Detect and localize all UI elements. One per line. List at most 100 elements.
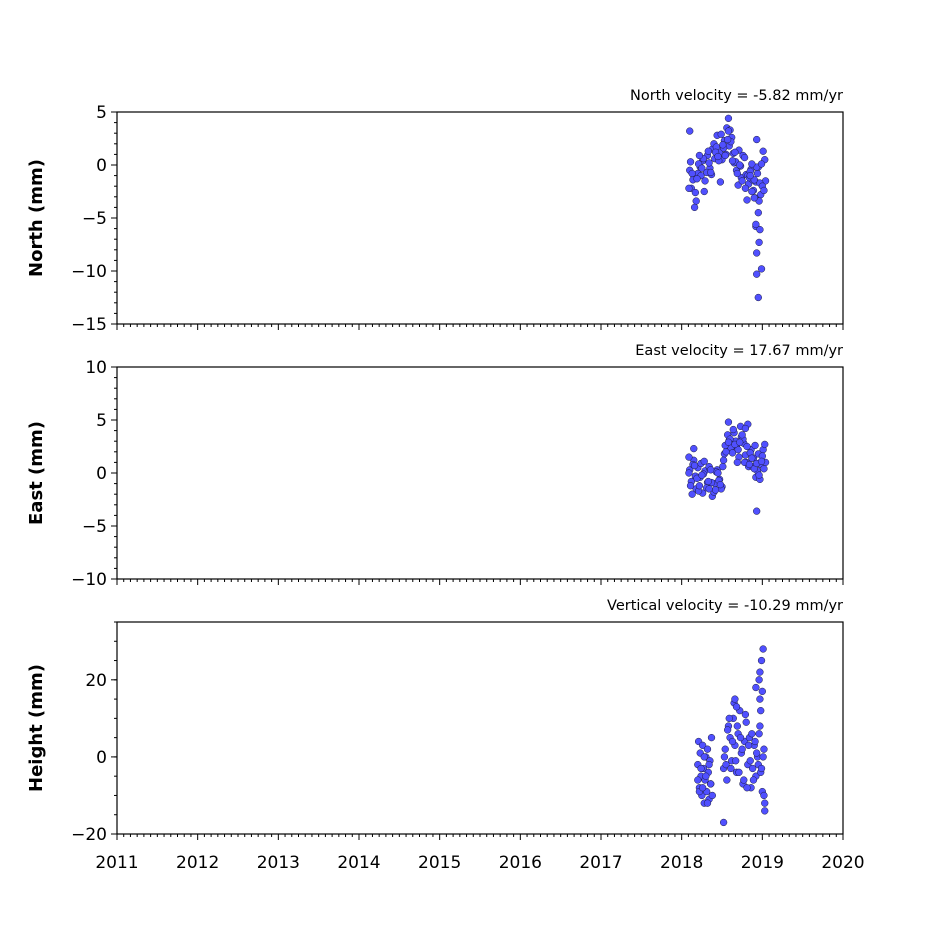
east-panel: East velocity = 17.67 mm/yr East (mm) 10… (26, 343, 844, 590)
x-tick-label: 2020 (821, 853, 864, 873)
data-point (757, 656, 766, 665)
height-panel-points (694, 645, 769, 827)
data-point (761, 807, 769, 815)
height-panel-ylabel: Height (mm) (26, 664, 47, 792)
data-point (736, 438, 744, 446)
data-point (755, 730, 763, 738)
data-point (748, 187, 756, 196)
x-tick-label: 2018 (660, 853, 703, 873)
height-panel-title: Vertical velocity = -10.29 mm/yr (607, 598, 843, 614)
data-point (719, 818, 728, 827)
y-tick-label: −10 (71, 570, 107, 590)
x-tick-label: 2016 (499, 853, 542, 873)
data-point (753, 249, 761, 257)
data-point (732, 703, 741, 711)
data-point (716, 481, 725, 489)
data-point (756, 226, 764, 234)
x-tick-label: 2013 (257, 853, 300, 873)
x-tick-label: 2011 (95, 853, 138, 873)
data-point (741, 424, 750, 433)
east-panel-ticks: 10 5 0 −5 −10 (71, 358, 844, 590)
data-point (719, 462, 727, 471)
data-point (753, 507, 761, 515)
east-panel-ylabel: East (mm) (26, 421, 47, 525)
data-point (698, 784, 707, 792)
data-point (738, 177, 746, 185)
data-point (701, 177, 709, 185)
data-point (738, 745, 746, 753)
data-point (707, 466, 715, 474)
data-point (759, 645, 767, 653)
data-point (698, 164, 706, 172)
data-point (708, 791, 716, 800)
data-point (752, 683, 760, 692)
data-point (731, 695, 739, 703)
data-point (690, 203, 699, 212)
data-point (761, 799, 769, 807)
data-point (756, 668, 764, 676)
data-point (743, 196, 751, 204)
data-point (756, 695, 764, 703)
data-point (735, 768, 743, 776)
data-point (745, 460, 754, 469)
data-point (724, 127, 733, 135)
data-point (686, 127, 694, 135)
data-point (714, 152, 722, 161)
data-point (716, 178, 725, 186)
data-point (707, 780, 715, 788)
data-point (723, 726, 732, 734)
data-point (749, 764, 757, 773)
data-point (761, 440, 769, 449)
x-tick-label: 2015 (418, 853, 461, 873)
data-point (728, 157, 737, 165)
x-tick-label: 2017 (579, 853, 622, 873)
data-point (733, 458, 741, 467)
data-point (729, 425, 737, 434)
data-point (760, 745, 768, 753)
data-point (757, 457, 766, 465)
east-panel-points (685, 418, 770, 515)
data-point (758, 687, 766, 696)
data-point (688, 169, 696, 178)
data-point (685, 469, 693, 477)
x-tick-label: 2019 (741, 853, 784, 873)
data-point (753, 169, 762, 178)
data-point (756, 722, 764, 730)
data-point (754, 293, 762, 302)
data-point (704, 147, 712, 155)
data-point (686, 158, 695, 166)
data-point (744, 741, 753, 749)
data-point (702, 772, 710, 780)
data-point (695, 482, 704, 490)
data-point (694, 776, 702, 784)
data-point (690, 444, 698, 453)
x-axis-tick-labels: 2011 2012 2013 2014 2015 2016 2017 2018 2019 2020 (95, 853, 864, 873)
x-tick-label: 2012 (176, 853, 219, 873)
north-panel-points (685, 114, 770, 302)
data-point (740, 776, 748, 784)
data-point (717, 130, 725, 138)
data-point (724, 418, 733, 426)
data-point (698, 471, 706, 479)
data-point (751, 441, 759, 450)
data-point (700, 457, 708, 465)
data-point (695, 151, 704, 160)
data-point (711, 486, 720, 494)
x-tick-label: 2014 (337, 853, 380, 873)
data-point (748, 160, 756, 168)
data-point (743, 442, 751, 451)
north-panel: North velocity = -5.82 mm/yr North (mm) … (26, 88, 844, 335)
data-point (719, 456, 728, 464)
north-panel-title: North velocity = -5.82 mm/yr (630, 88, 843, 104)
data-point (723, 135, 732, 144)
data-point (755, 238, 763, 247)
y-tick-label: 0 (96, 748, 107, 768)
data-point (731, 148, 739, 156)
east-panel-frame (116, 366, 844, 580)
north-panel-frame (116, 111, 844, 325)
data-point (700, 753, 708, 761)
y-tick-label: 5 (96, 103, 107, 123)
data-point (732, 757, 740, 765)
data-point (742, 718, 750, 726)
